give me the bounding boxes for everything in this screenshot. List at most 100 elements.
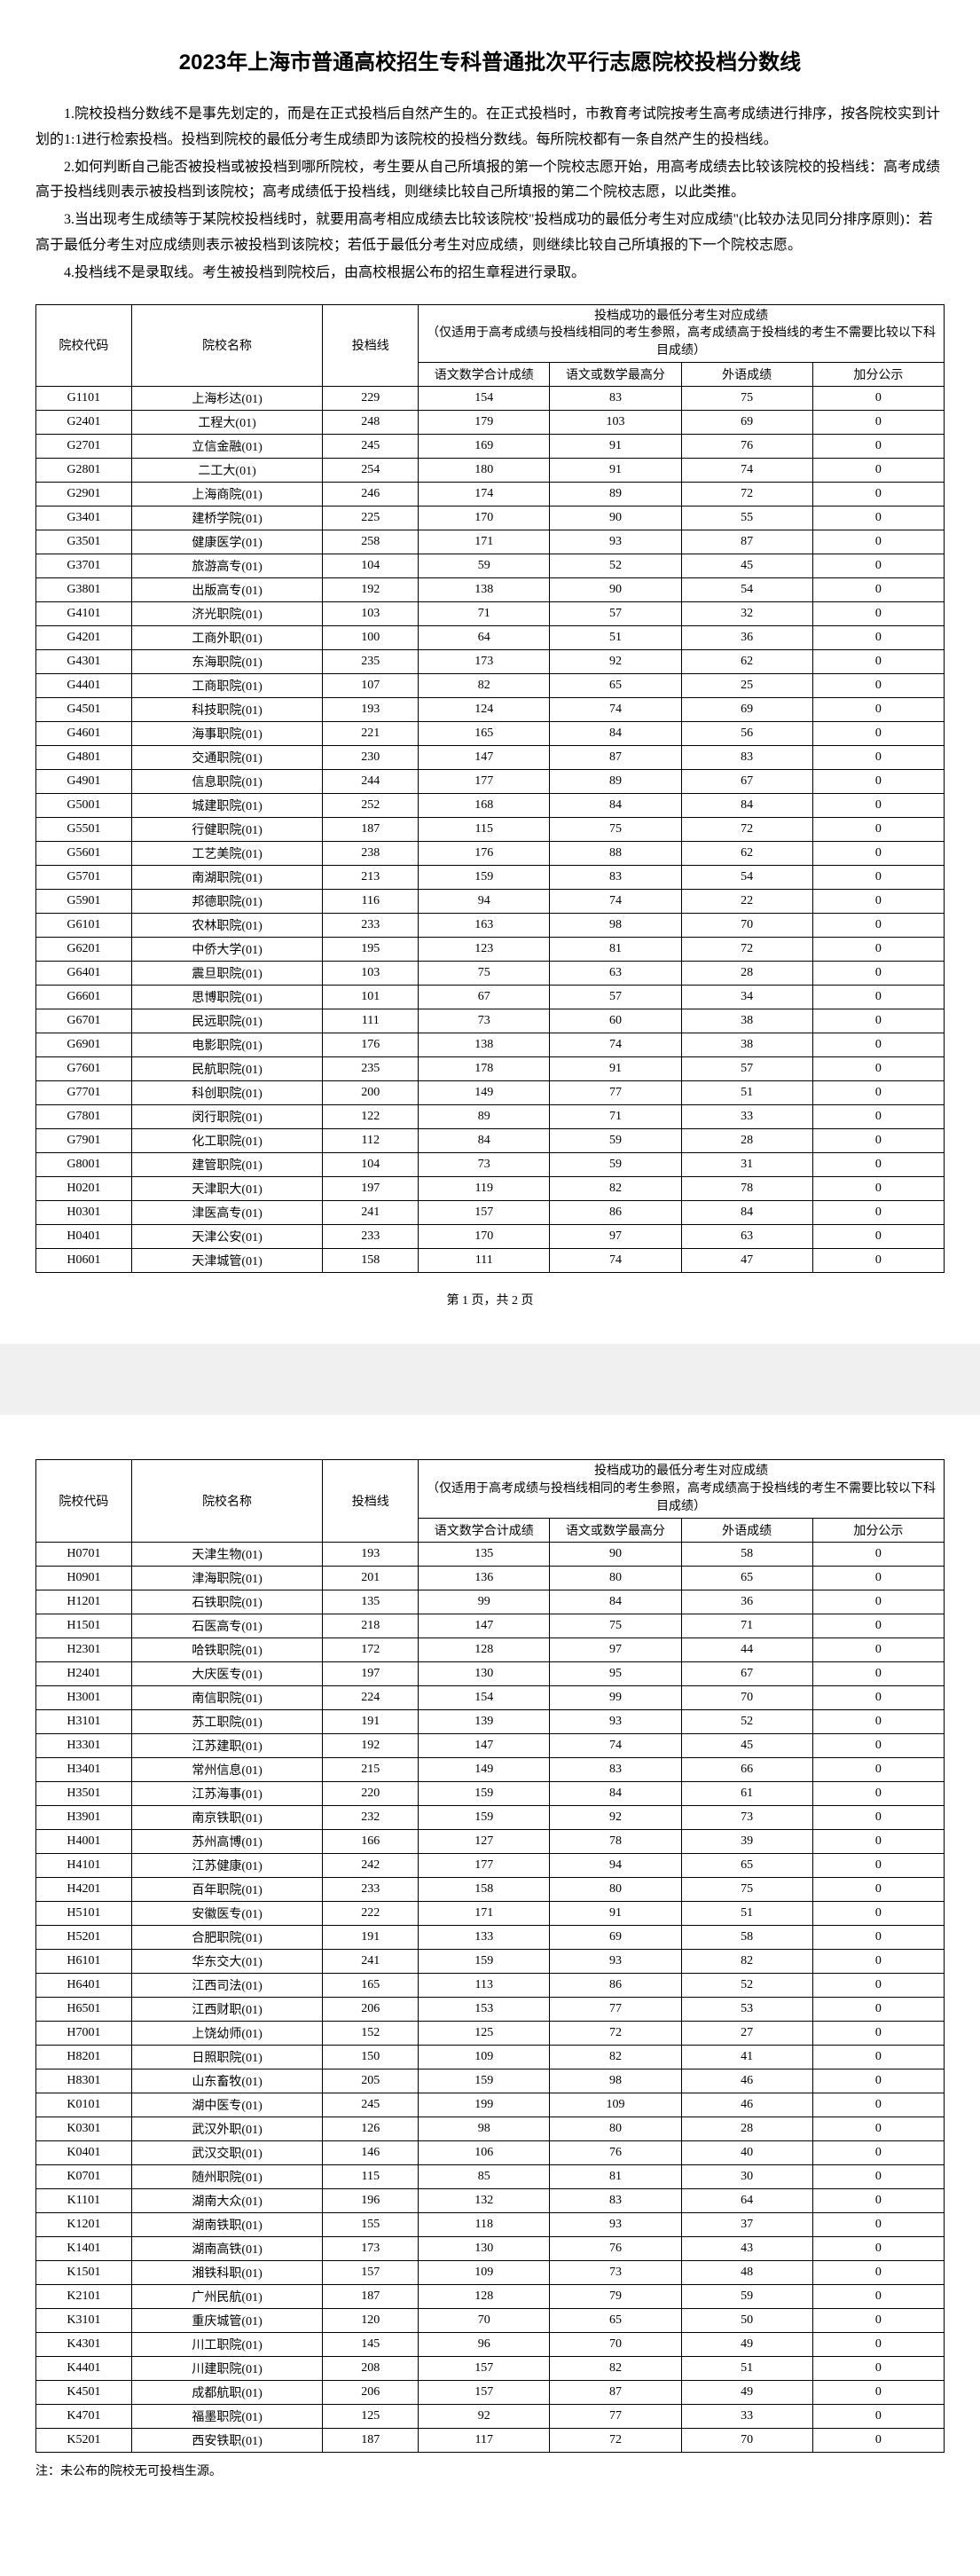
table-cell: H8301 [36, 2069, 132, 2093]
table-cell: 73 [419, 1009, 550, 1033]
header-sub4: 加分公示 [812, 1519, 944, 1543]
table-cell: 64 [681, 2189, 812, 2213]
table-cell: 84 [550, 794, 681, 818]
table-cell: 上饶幼师(01) [131, 2022, 323, 2046]
table-cell: 二工大(01) [131, 459, 323, 483]
table-cell: 0 [812, 626, 944, 650]
table-cell: 57 [681, 1057, 812, 1081]
table-cell: 149 [419, 1081, 550, 1105]
table-cell: G6201 [36, 938, 132, 962]
table-cell: G4101 [36, 602, 132, 626]
table-row: K0401武汉交职(01)14610676400 [36, 2141, 945, 2165]
table-cell: 83 [550, 2189, 681, 2213]
table-cell: 安徽医专(01) [131, 1902, 323, 1926]
table-cell: 75 [681, 387, 812, 411]
table-cell: G4501 [36, 698, 132, 722]
table-cell: 170 [419, 1225, 550, 1249]
table-cell: 69 [681, 698, 812, 722]
table-cell: 70 [681, 2429, 812, 2453]
table-cell: 92 [550, 1806, 681, 1830]
table-cell: 166 [323, 1830, 419, 1854]
table-cell: 0 [812, 914, 944, 938]
table-cell: 158 [419, 1878, 550, 1902]
table-cell: 73 [550, 2261, 681, 2285]
table-cell: 58 [681, 1543, 812, 1567]
table-cell: 43 [681, 2237, 812, 2261]
table-cell: G7701 [36, 1081, 132, 1105]
header-group: 投档成功的最低分考生对应成绩 （仅适用于高考成绩与投档线相同的考生参照，高考成绩… [419, 304, 945, 363]
table-cell: 159 [419, 866, 550, 890]
table-cell: 197 [323, 1177, 419, 1201]
table-cell: H0601 [36, 1249, 132, 1273]
table-cell: 138 [419, 1033, 550, 1057]
header-sub3: 外语成绩 [681, 363, 812, 387]
table-cell: 34 [681, 986, 812, 1009]
table-cell: G5001 [36, 794, 132, 818]
table-cell: 日照职院(01) [131, 2046, 323, 2069]
table-cell: 197 [323, 1662, 419, 1686]
table-row: H6501江西财职(01)20615377530 [36, 1998, 945, 2022]
table-cell: 59 [550, 1153, 681, 1177]
table-row: G2401工程大(01)248179103690 [36, 411, 945, 435]
table-cell: 82 [550, 2046, 681, 2069]
table-row: G4101济光职院(01)1037157320 [36, 602, 945, 626]
table-cell: 147 [419, 1734, 550, 1758]
table-cell: 115 [419, 818, 550, 842]
table-row: G7601民航职院(01)23517891570 [36, 1057, 945, 1081]
table-cell: H1501 [36, 1614, 132, 1638]
table-cell: H0201 [36, 1177, 132, 1201]
table-cell: 47 [681, 1249, 812, 1273]
table-cell: 邦德职院(01) [131, 890, 323, 914]
table-cell: 54 [681, 578, 812, 602]
intro-para-3: 3.当出现考生成绩等于某院校投档线时，就要用高考相应成绩去比较该院校"投档成功的… [35, 208, 945, 259]
table-cell: 31 [681, 1153, 812, 1177]
table-cell: 104 [323, 554, 419, 578]
table-cell: 176 [323, 1033, 419, 1057]
header-sub1: 语文数学合计成绩 [419, 1519, 550, 1543]
table-cell: 南京铁职(01) [131, 1806, 323, 1830]
table-row: K5201西安铁职(01)18711772700 [36, 2429, 945, 2453]
table-cell: 120 [323, 2309, 419, 2333]
table-row: H8301山东畜牧(01)20515998460 [36, 2069, 945, 2093]
table-row: H0201天津职大(01)19711982780 [36, 1177, 945, 1201]
table-cell: 95 [550, 1662, 681, 1686]
table-cell: 252 [323, 794, 419, 818]
table-cell: 72 [550, 2022, 681, 2046]
table-cell: 0 [812, 2213, 944, 2237]
table-cell: 0 [812, 387, 944, 411]
table-cell: 163 [419, 914, 550, 938]
table-row: H2401大庆医专(01)19713095670 [36, 1662, 945, 1686]
header-group-title: 投档成功的最低分考生对应成绩 [594, 1465, 768, 1478]
table-cell: 157 [323, 2261, 419, 2285]
table-cell: 0 [812, 770, 944, 794]
table-row: G4301东海职院(01)23517392620 [36, 650, 945, 674]
table-cell: 245 [323, 435, 419, 459]
table-cell: 113 [419, 1974, 550, 1998]
table-cell: H3101 [36, 1710, 132, 1734]
table-cell: K1201 [36, 2213, 132, 2237]
table-cell: 78 [550, 1830, 681, 1854]
table-cell: 242 [323, 1854, 419, 1878]
table-cell: 74 [550, 890, 681, 914]
score-table-1: 院校代码 院校名称 投档线 投档成功的最低分考生对应成绩 （仅适用于高考成绩与投… [35, 304, 945, 1274]
table-cell: 80 [550, 1878, 681, 1902]
table-cell: 0 [812, 459, 944, 483]
table-cell: G8001 [36, 1153, 132, 1177]
table-cell: 常州信息(01) [131, 1758, 323, 1782]
table-cell: 百年职院(01) [131, 1878, 323, 1902]
table-cell: 206 [323, 1998, 419, 2022]
table-cell: 84 [681, 794, 812, 818]
table-cell: H3401 [36, 1758, 132, 1782]
header-sub3: 外语成绩 [681, 1519, 812, 1543]
table-cell: K4401 [36, 2357, 132, 2381]
table-cell: 125 [323, 2405, 419, 2429]
table-cell: 90 [550, 507, 681, 530]
table-cell: 苏州高博(01) [131, 1830, 323, 1854]
table-cell: H0401 [36, 1225, 132, 1249]
table-cell: K4701 [36, 2405, 132, 2429]
table-row: G6101农林职院(01)23316398700 [36, 914, 945, 938]
table-cell: 58 [681, 1926, 812, 1950]
table-cell: 159 [419, 2069, 550, 2093]
table-cell: 津医高专(01) [131, 1201, 323, 1225]
table-cell: 66 [681, 1758, 812, 1782]
